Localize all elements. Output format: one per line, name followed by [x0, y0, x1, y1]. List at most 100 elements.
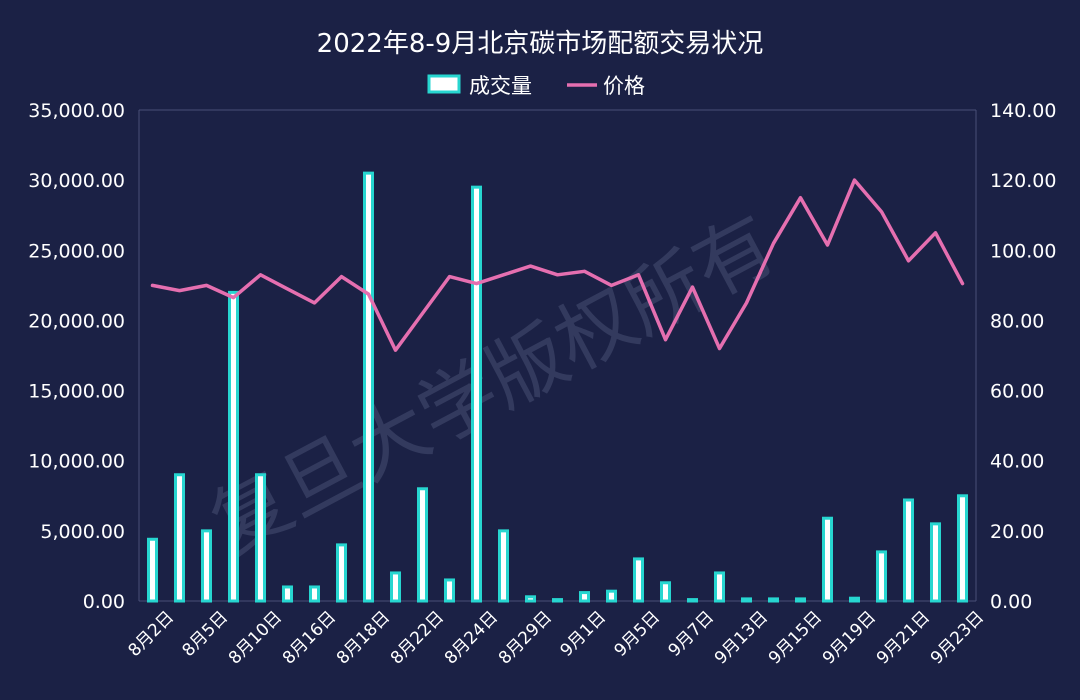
price-point — [421, 312, 424, 315]
legend: 成交量 价格 — [427, 74, 645, 98]
volume-bar — [876, 550, 887, 603]
price-point — [745, 301, 748, 304]
x-tick-label: 9月13日 — [711, 607, 772, 668]
volume-bar — [282, 585, 293, 603]
volume-bar — [417, 487, 428, 603]
right-y-tick-label: 140.00 — [990, 100, 1056, 122]
left-y-tick-label: 5,000.00 — [40, 521, 125, 543]
price-point — [259, 273, 262, 276]
volume-bar — [201, 529, 212, 603]
price-point — [880, 210, 883, 213]
volume-bar — [390, 571, 401, 603]
right-y-tick-label: 40.00 — [990, 451, 1044, 473]
watermark-text: 复旦大学版权所有 — [197, 199, 790, 571]
price-point — [718, 347, 721, 350]
x-tick-label: 8月22日 — [387, 607, 448, 668]
x-tick-label: 9月19日 — [819, 607, 880, 668]
volume-bar — [363, 171, 374, 603]
price-point — [313, 301, 316, 304]
watermark: 复旦大学版权所有 — [197, 199, 790, 571]
price-point — [475, 282, 478, 285]
volume-bar — [255, 473, 266, 603]
volume-bar — [714, 571, 725, 603]
volume-bar — [660, 581, 671, 603]
x-tick-label: 8月29日 — [495, 607, 556, 668]
right-y-tick-label: 20.00 — [990, 521, 1044, 543]
x-tick-label: 8月5日 — [179, 607, 232, 660]
volume-bars — [147, 171, 968, 603]
volume-bar — [903, 498, 914, 603]
volume-bar — [552, 598, 563, 603]
price-point — [853, 179, 856, 182]
price-point — [502, 273, 505, 276]
price-point — [934, 231, 937, 234]
price-point — [961, 282, 964, 285]
x-tick-label: 9月7日 — [665, 607, 718, 660]
right-y-axis: 0.00 20.00 40.00 60.00 80.00 100.00 120.00 140.… — [990, 100, 1056, 613]
right-y-tick-label: 0.00 — [990, 591, 1032, 613]
left-y-tick-label: 0.00 — [83, 591, 125, 613]
price-point — [394, 349, 397, 352]
volume-bar — [741, 597, 752, 603]
left-y-axis: 0.00 5,000.00 10,000.00 15,000.00 20,000.00 2… — [28, 100, 125, 613]
price-point — [583, 270, 586, 273]
price-point — [151, 284, 154, 287]
x-tick-label: 8月24日 — [441, 607, 502, 668]
volume-bar — [525, 595, 536, 603]
price-point — [205, 284, 208, 287]
volume-bar — [174, 473, 185, 603]
left-y-tick-label: 10,000.00 — [28, 451, 125, 473]
price-point — [529, 265, 532, 268]
left-y-tick-label: 25,000.00 — [28, 240, 125, 262]
volume-bar — [147, 537, 158, 603]
volume-bar — [957, 494, 968, 603]
right-y-tick-label: 100.00 — [990, 240, 1056, 262]
right-y-tick-label: 120.00 — [990, 170, 1056, 192]
chart-title: 2022年8-9月北京碳市场配额交易状况 — [317, 29, 764, 59]
legend-price-label: 价格 — [603, 74, 645, 98]
price-line-group — [150, 178, 965, 352]
volume-bar — [849, 596, 860, 603]
volume-bar — [930, 522, 941, 603]
left-y-tick-label: 20,000.00 — [28, 310, 125, 332]
volume-bar — [633, 557, 644, 603]
legend-bar-swatch — [427, 74, 461, 94]
x-tick-label: 8月2日 — [125, 607, 178, 660]
x-tick-label: 8月18日 — [333, 607, 394, 668]
volume-bar — [795, 597, 806, 603]
price-point — [799, 196, 802, 199]
right-y-tick-label: 60.00 — [990, 381, 1044, 403]
price-point — [907, 259, 910, 262]
price-point — [637, 273, 640, 276]
price-point — [232, 296, 235, 299]
price-point — [691, 286, 694, 289]
x-tick-label: 9月23日 — [927, 607, 988, 668]
price-point — [178, 289, 181, 292]
left-y-tick-label: 30,000.00 — [28, 170, 125, 192]
volume-bar — [336, 543, 347, 603]
volume-bar — [768, 597, 779, 603]
volume-bar — [471, 185, 482, 603]
right-y-tick-label: 80.00 — [990, 310, 1044, 332]
x-tick-label: 9月15日 — [765, 607, 826, 668]
volume-bar — [498, 529, 509, 603]
left-y-tick-label: 35,000.00 — [28, 100, 125, 122]
volume-bar — [579, 591, 590, 603]
legend-volume-label: 成交量 — [469, 74, 532, 98]
x-tick-label: 9月21日 — [873, 607, 934, 668]
volume-bar — [444, 578, 455, 603]
x-tick-label: 8月16日 — [279, 607, 340, 668]
price-point — [610, 284, 613, 287]
price-point — [286, 287, 289, 290]
price-point — [448, 275, 451, 278]
volume-bar — [687, 598, 698, 603]
volume-bar — [309, 585, 320, 603]
price-point — [826, 244, 829, 247]
price-point — [772, 242, 775, 245]
volume-bar — [606, 589, 617, 603]
x-tick-label: 9月1日 — [557, 607, 610, 660]
x-tick-label: 9月5日 — [611, 607, 664, 660]
x-tick-label: 8月10日 — [225, 607, 286, 668]
